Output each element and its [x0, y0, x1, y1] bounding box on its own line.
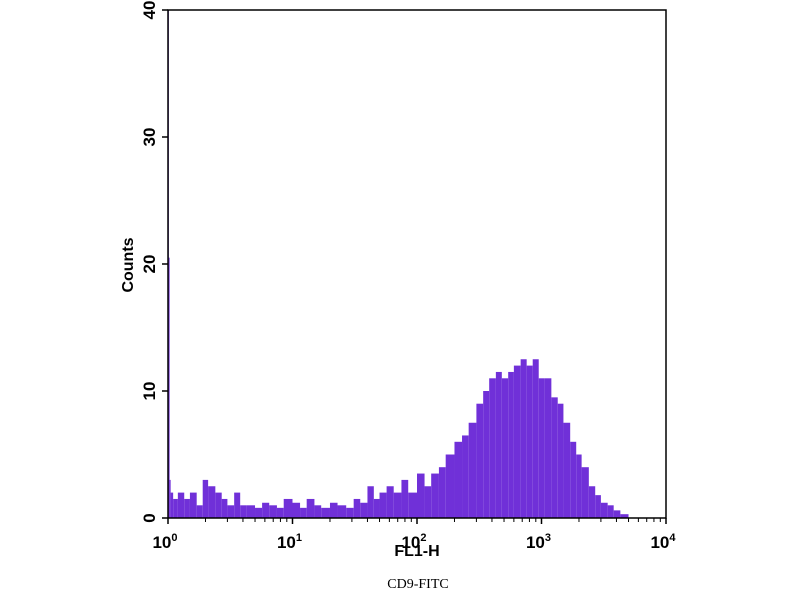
- histogram-bar: [300, 507, 307, 518]
- histogram-bar: [526, 365, 533, 518]
- histogram-bar: [588, 486, 596, 518]
- histogram-bar: [292, 502, 301, 518]
- histogram-bar: [329, 502, 338, 518]
- histogram-bar: [417, 473, 425, 518]
- histogram-bar: [202, 479, 209, 518]
- histogram-bar: [262, 502, 270, 518]
- histogram-bar: [454, 441, 463, 518]
- histogram-bar: [353, 498, 361, 518]
- histogram-bar: [476, 403, 484, 518]
- histogram-bar: [196, 505, 203, 518]
- histogram-bar: [513, 365, 521, 518]
- histogram-bar: [184, 498, 190, 518]
- histogram-bar: [551, 397, 558, 518]
- x-tick-label: 101: [277, 532, 302, 552]
- histogram-bars: [168, 10, 629, 518]
- histogram-bar: [508, 371, 514, 518]
- histogram-bar: [431, 473, 439, 518]
- x-axis: 100 101 102 103 104: [152, 518, 676, 552]
- histogram-bar: [557, 403, 564, 518]
- x-tick-label: 100: [152, 532, 177, 552]
- histogram-bar: [576, 454, 582, 518]
- histogram-bar: [445, 454, 455, 518]
- histogram-bar: [227, 505, 235, 518]
- figure-caption: CD9-FITC: [387, 577, 449, 592]
- x-tick-label: 102: [401, 532, 426, 552]
- y-tick-label: 40: [140, 1, 159, 20]
- histogram-bar: [346, 507, 354, 518]
- histogram-bar: [501, 378, 509, 518]
- histogram-bar: [532, 359, 539, 518]
- histogram-bar: [563, 422, 571, 518]
- histogram-bar: [393, 492, 402, 518]
- histogram-bar: [246, 505, 256, 518]
- histogram-bar: [168, 257, 170, 518]
- histogram-bar: [379, 492, 387, 518]
- x-tick-label: 104: [650, 532, 676, 552]
- histogram-bar: [544, 378, 552, 518]
- histogram-bar: [424, 486, 432, 518]
- histogram-bar: [607, 505, 614, 518]
- histogram-bar: [208, 486, 216, 518]
- histogram-bar: [240, 505, 247, 518]
- histogram-bar: [520, 359, 527, 518]
- plot-frame: [167, 9, 667, 519]
- histogram-bar: [170, 492, 174, 518]
- histogram-bar: [269, 505, 277, 518]
- histogram-bar: [438, 467, 446, 518]
- histogram-bar: [177, 492, 185, 518]
- histogram-bar: [221, 498, 228, 518]
- histogram-bar: [386, 486, 394, 518]
- y-tick-label: 30: [140, 128, 159, 147]
- histogram-bar: [581, 467, 589, 518]
- histogram-bar: [570, 441, 577, 518]
- histogram-bar: [595, 495, 601, 518]
- histogram-bar: [468, 422, 477, 518]
- histogram-bar: [613, 510, 621, 518]
- y-tick-label: 10: [140, 382, 159, 401]
- histogram-bar: [306, 498, 315, 518]
- histogram-bar: [215, 492, 222, 518]
- histogram-bar: [314, 505, 322, 518]
- histogram-bar: [620, 514, 629, 518]
- histogram-bar: [495, 371, 502, 518]
- histogram-bar: [483, 391, 490, 518]
- histogram-bar: [373, 498, 380, 518]
- histogram-bar: [489, 378, 496, 518]
- y-tick-label: 0: [140, 513, 159, 522]
- histogram-bar: [360, 502, 368, 518]
- histogram-bar: [337, 505, 347, 518]
- histogram-bar: [255, 507, 263, 518]
- y-axis-label: Counts: [120, 237, 137, 292]
- y-tick-label: 20: [140, 255, 159, 274]
- histogram-bar: [169, 479, 171, 518]
- histogram-bar: [538, 378, 545, 518]
- histogram-bar: [234, 492, 241, 518]
- histogram-bar: [600, 502, 608, 518]
- histogram-bar: [401, 479, 409, 518]
- histogram-bar: [283, 498, 293, 518]
- histogram-bar: [276, 507, 284, 518]
- histogram-bar: [173, 498, 178, 518]
- x-axis-label: FL1-H: [394, 543, 439, 560]
- y-axis: 0 10 20 30 40: [140, 1, 168, 523]
- histogram-bar: [189, 492, 197, 518]
- histogram-bar: [408, 492, 417, 518]
- histogram-bar: [462, 435, 469, 518]
- histogram-bar: [321, 507, 330, 518]
- histogram-bar: [367, 486, 374, 518]
- x-tick-label: 103: [526, 532, 551, 552]
